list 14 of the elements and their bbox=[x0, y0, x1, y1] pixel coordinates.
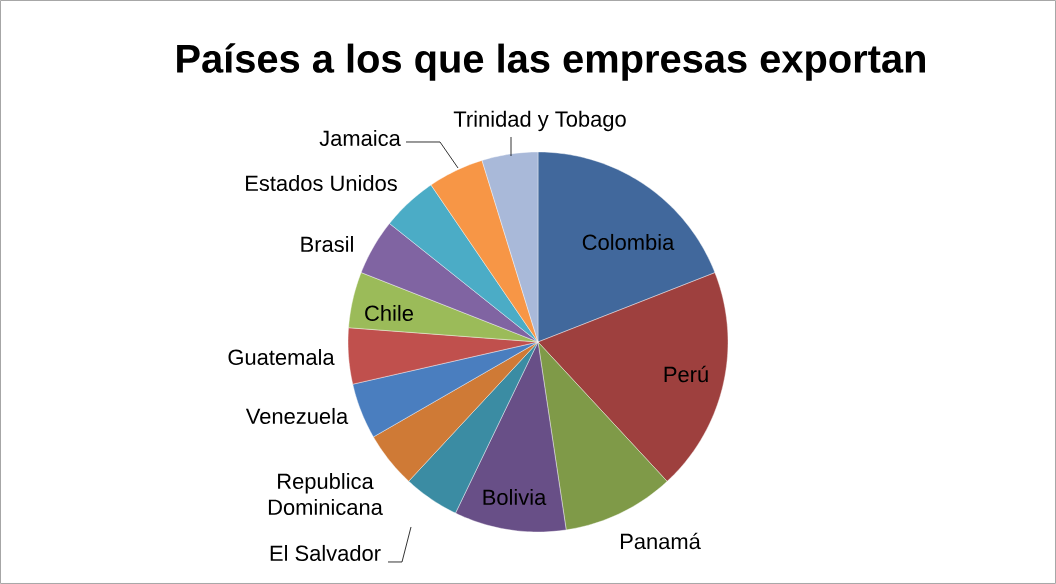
chart-title: Países a los que las empresas exportan bbox=[177, 43, 925, 81]
slice-label: Panamá bbox=[620, 532, 701, 550]
slice-label: Brasil bbox=[301, 235, 353, 253]
slice-label: Chile bbox=[365, 304, 413, 322]
slice-label: Bolivia bbox=[483, 488, 547, 506]
slice-label: Jamaica bbox=[319, 129, 401, 147]
slice-label: Republica Dominicana bbox=[268, 472, 383, 515]
slice-label: Estados Unidos bbox=[246, 174, 397, 192]
slice-label: Trinidad y Tobago bbox=[453, 110, 626, 132]
slice-label: Guatemala bbox=[228, 348, 335, 366]
slice-label: Perú bbox=[664, 365, 708, 383]
slice-label: El Salvador bbox=[270, 544, 381, 562]
slice-label: Venezuela bbox=[245, 407, 349, 425]
slice-label: Colombia bbox=[582, 233, 675, 251]
